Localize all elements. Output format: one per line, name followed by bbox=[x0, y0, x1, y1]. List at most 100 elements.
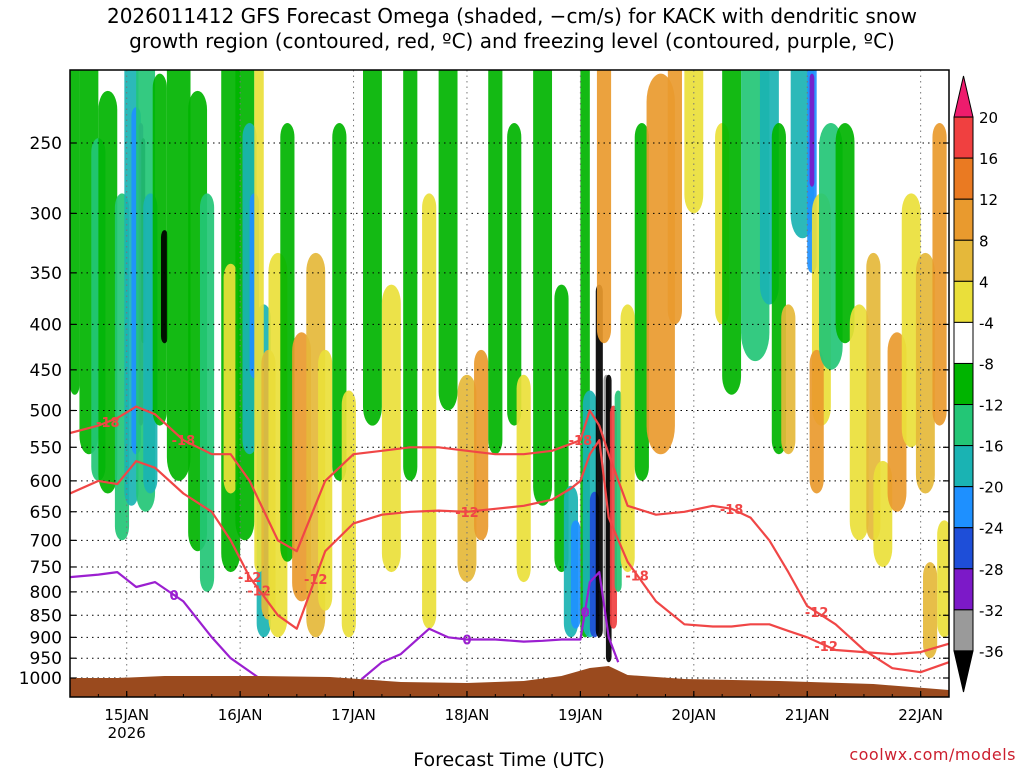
gridlines bbox=[70, 70, 949, 697]
contour-label-red: -18 bbox=[625, 569, 649, 584]
colorbar-label: -28 bbox=[979, 561, 1004, 579]
omega-cell bbox=[280, 123, 295, 562]
colorbar-label: -32 bbox=[979, 602, 1004, 620]
omega-cell bbox=[620, 304, 635, 573]
colorbar-label: -4 bbox=[979, 314, 994, 332]
colorbar-label: -36 bbox=[979, 643, 1004, 661]
contour-label-purple: 0 bbox=[581, 606, 590, 621]
omega-cell bbox=[403, 70, 418, 481]
colorbar-label: -20 bbox=[979, 479, 1004, 497]
colorbar-segment bbox=[953, 568, 974, 611]
contour-label-red: -12 bbox=[247, 584, 271, 599]
colorbar-segment bbox=[953, 486, 974, 529]
terrain-fill bbox=[70, 666, 949, 697]
y-tick-label: 450 bbox=[30, 361, 62, 381]
plot-frame bbox=[69, 69, 950, 698]
x-tick-label: 17JAN bbox=[331, 706, 376, 724]
y-tick-label: 600 bbox=[30, 472, 62, 492]
y-tick-label: 650 bbox=[30, 503, 62, 523]
omega-cell bbox=[937, 520, 949, 638]
colorbar-segment bbox=[953, 280, 974, 323]
omega-cell bbox=[438, 70, 458, 411]
omega-cell bbox=[901, 193, 921, 448]
credit-text: coolwx.com/models bbox=[849, 745, 1016, 764]
x-tick-label: 20JAN bbox=[671, 706, 716, 724]
omega-cell bbox=[570, 520, 581, 629]
colorbar-segment bbox=[953, 527, 974, 570]
chart-title: 2026011412 GFS Forecast Omega (shaded, −… bbox=[0, 4, 1024, 54]
omega-cell bbox=[166, 70, 191, 481]
y-tick-label: 750 bbox=[30, 558, 62, 578]
omega-cell bbox=[199, 193, 215, 592]
omega-cell bbox=[809, 73, 815, 187]
y-tick-label: 350 bbox=[30, 264, 62, 284]
contour-label-red: -12 bbox=[814, 640, 838, 655]
colorbar-label: -12 bbox=[979, 397, 1004, 415]
omega-cell bbox=[341, 390, 356, 638]
x-tick-label: 18JAN bbox=[445, 706, 490, 724]
omega-cell bbox=[781, 304, 796, 455]
contour-label-red: -18 bbox=[96, 416, 120, 431]
colorbar-segment bbox=[953, 116, 974, 159]
omega-cell bbox=[873, 460, 893, 567]
omega-cell bbox=[835, 123, 855, 344]
contour-line bbox=[70, 571, 620, 697]
contour-line bbox=[70, 405, 949, 674]
x-axis-label: Forecast Time (UTC) bbox=[413, 749, 604, 768]
omega-field bbox=[70, 70, 949, 697]
colorbar-label: 8 bbox=[979, 232, 989, 250]
omega-cell bbox=[223, 263, 238, 494]
y-tick-label: 900 bbox=[30, 628, 62, 648]
contour-label-purple: 0 bbox=[169, 589, 178, 604]
x-tick-sublabel: 2026 bbox=[108, 724, 146, 742]
colorbar-label: -8 bbox=[979, 355, 994, 373]
y-tick-label: 700 bbox=[30, 531, 62, 551]
omega-cell bbox=[849, 304, 869, 541]
omega-cell bbox=[98, 90, 118, 494]
y-tick-label: 300 bbox=[30, 204, 62, 224]
terrain bbox=[70, 666, 949, 697]
y-tick-label: 400 bbox=[30, 315, 62, 335]
contour-label-red: -12 bbox=[304, 573, 328, 588]
colorbar-segment bbox=[953, 157, 974, 200]
colorbar-label: -24 bbox=[979, 520, 1004, 538]
omega-cell bbox=[332, 123, 347, 481]
colorbar-segment bbox=[953, 362, 974, 406]
contour-label-red: -18 bbox=[569, 434, 593, 449]
colorbar-segment bbox=[953, 404, 974, 447]
colorbar-top-arrow bbox=[953, 75, 974, 118]
omega-cell bbox=[533, 70, 553, 506]
colorbar-segment bbox=[953, 445, 974, 488]
contour-label-red: -18 bbox=[172, 434, 196, 449]
omega-cell bbox=[474, 349, 489, 541]
x-tick-label: 19JAN bbox=[558, 706, 603, 724]
x-tick-label: 22JAN bbox=[898, 706, 943, 724]
omega-cell bbox=[923, 562, 938, 659]
y-tick-label: 800 bbox=[30, 583, 62, 603]
omega-cell bbox=[809, 349, 824, 494]
y-tick-label: 950 bbox=[30, 649, 62, 669]
contour-label-red: -12 bbox=[805, 606, 829, 621]
omega-cell bbox=[915, 252, 935, 494]
colorbar-label: -16 bbox=[979, 438, 1004, 456]
title-line-1: 2026011412 GFS Forecast Omega (shaded, −… bbox=[106, 4, 918, 28]
colorbar: 20 16 12 8 4 -4 -8 -12 -16 -20 -24 -28 -32 -36 bbox=[953, 75, 1004, 693]
omega-cell bbox=[667, 70, 682, 325]
omega-cell bbox=[932, 123, 947, 426]
colorbar-label: 20 bbox=[979, 109, 998, 127]
y-tick-label: 500 bbox=[30, 402, 62, 422]
omega-cell bbox=[722, 70, 742, 395]
x-tick-label: 16JAN bbox=[218, 706, 263, 724]
omega-cell bbox=[595, 284, 603, 638]
omega-cell bbox=[70, 70, 80, 395]
omega-cell bbox=[507, 123, 522, 426]
x-tick-label: 15JAN bbox=[104, 706, 149, 724]
omega-cell bbox=[381, 284, 401, 573]
y-axis: 2503003504004505005506006507007508008509… bbox=[19, 134, 949, 689]
colorbar-label: 16 bbox=[979, 150, 998, 168]
contour-label-red: -12 bbox=[455, 506, 479, 521]
colorbar-segment bbox=[953, 609, 974, 652]
omega-cell bbox=[634, 123, 649, 481]
colorbar-bottom-arrow bbox=[953, 650, 974, 693]
